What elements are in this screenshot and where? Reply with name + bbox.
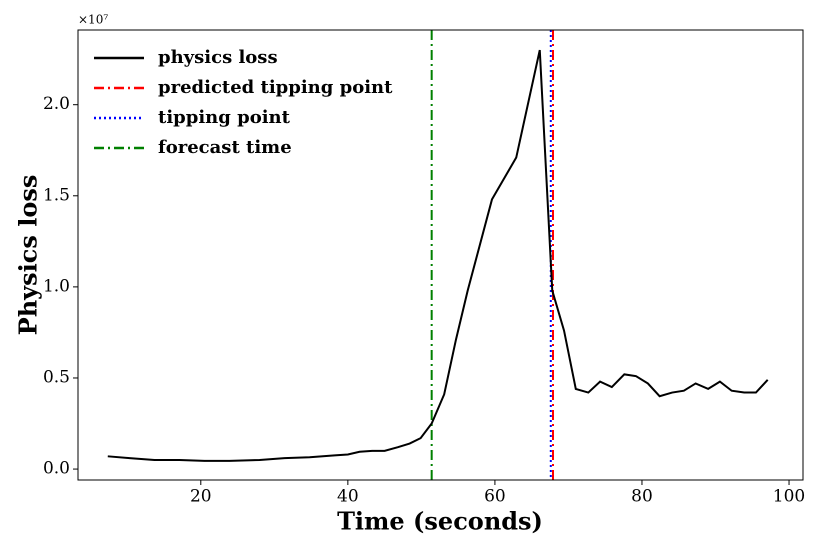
x-tick-label: 40 — [337, 487, 359, 507]
legend-text: forecast time — [158, 137, 292, 158]
data-line — [107, 49, 769, 462]
x-tick-label: 80 — [631, 487, 653, 507]
legend-text: physics loss — [158, 47, 278, 68]
x-axis-title: Time (seconds) — [337, 507, 543, 536]
y-tick-label: 0.5 — [43, 367, 70, 387]
legend-text: tipping point — [158, 107, 291, 128]
x-tick-label: 60 — [484, 487, 506, 507]
y-tick-label: 2.0 — [43, 94, 70, 114]
offset-text: ×10⁷ — [78, 13, 108, 27]
y-axis-title: Physics loss — [14, 175, 43, 336]
y-tick-label: 0.0 — [43, 459, 70, 479]
y-tick-label: 1.5 — [43, 185, 70, 205]
x-tick-label: 100 — [773, 487, 805, 507]
y-tick-label: 1.0 — [43, 276, 70, 296]
legend-text: predicted tipping point — [158, 77, 393, 98]
plot-frame — [77, 29, 804, 481]
x-tick-label: 20 — [190, 487, 212, 507]
